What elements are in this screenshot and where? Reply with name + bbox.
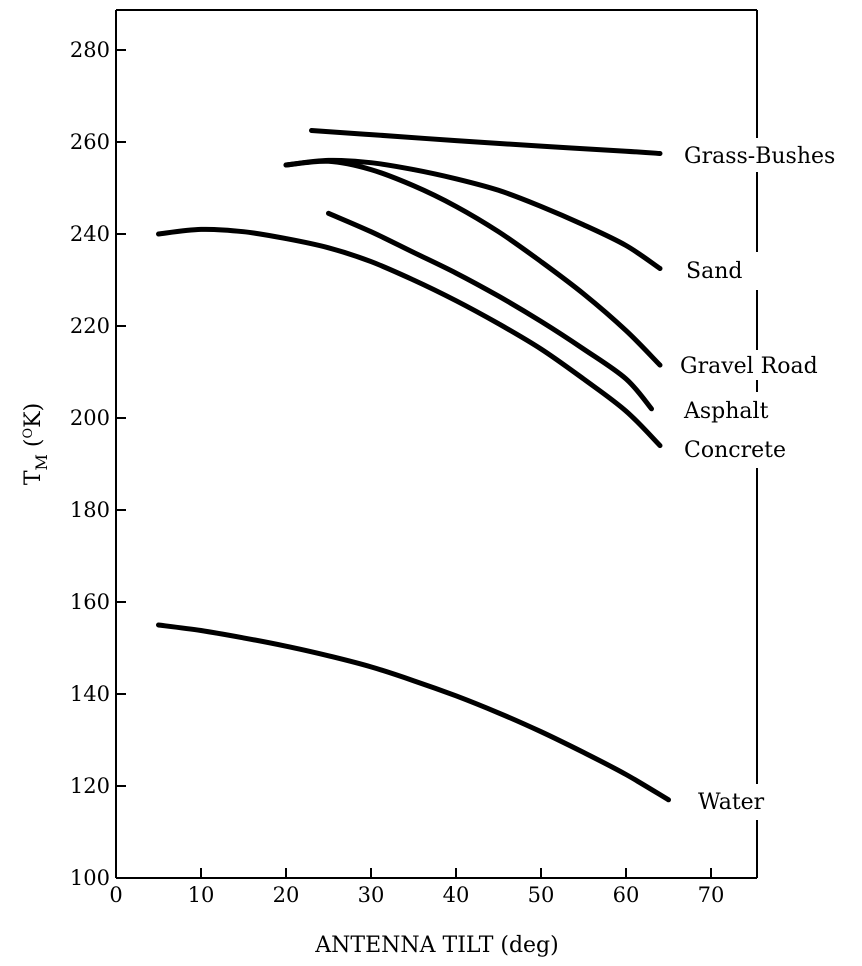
series-line-water — [156, 622, 671, 803]
series-line-gravel-road — [283, 158, 663, 368]
series-line-grass-bushes — [309, 128, 663, 156]
y-tick-label: 280 — [70, 38, 110, 62]
y-tick-label: 260 — [70, 130, 110, 154]
series-line-sand — [283, 157, 663, 271]
y-axis-title-unit-open: ( — [21, 439, 46, 455]
series-line-asphalt — [326, 210, 654, 412]
y-axis-title-unit-close: K) — [21, 403, 46, 428]
x-axis-title: ANTENNA TILT (deg) — [314, 933, 558, 958]
series-label-water: Water — [698, 790, 765, 815]
x-tick-label: 60 — [613, 883, 640, 907]
x-tick-label: 70 — [698, 883, 725, 907]
x-tick-label: 40 — [443, 883, 470, 907]
series-label-sand: Sand — [686, 259, 742, 284]
y-axis-title: TM (OK) — [21, 403, 51, 485]
series-label-concrete: Concrete — [684, 438, 786, 463]
x-tick-label: 30 — [358, 883, 385, 907]
y-tick-label: 140 — [70, 682, 110, 706]
x-tick-label: 0 — [109, 883, 122, 907]
x-tick-label: 20 — [273, 883, 300, 907]
series-label-gravel-road: Gravel Road — [680, 354, 818, 379]
y-tick-label: 100 — [70, 866, 110, 890]
y-tick-label: 120 — [70, 774, 110, 798]
y-axis-title-main: T — [21, 470, 46, 485]
x-tick-label: 50 — [528, 883, 555, 907]
y-axis-title-subscript: M — [32, 454, 51, 470]
y-tick-label: 200 — [70, 406, 110, 430]
y-tick-label: 240 — [70, 222, 110, 246]
series-line-concrete — [156, 226, 663, 449]
y-axis-title-unit-superscript: O — [21, 428, 36, 439]
series-label-grass-bushes: Grass-Bushes — [684, 144, 835, 169]
x-tick-label: 10 — [188, 883, 215, 907]
y-tick-label: 220 — [70, 314, 110, 338]
y-tick-label: 180 — [70, 498, 110, 522]
series-label-asphalt: Asphalt — [683, 399, 769, 424]
y-tick-label: 160 — [70, 590, 110, 614]
